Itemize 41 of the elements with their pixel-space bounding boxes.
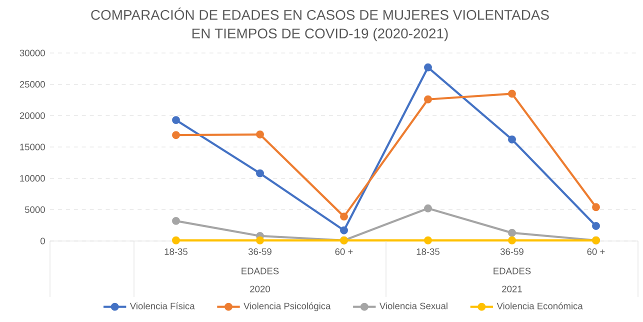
point <box>508 236 516 244</box>
y-tick-label: 10000 <box>20 175 45 182</box>
text: EDADES <box>494 268 531 274</box>
text: 2021 <box>502 286 522 292</box>
x-tick-label: 60 + <box>335 248 353 255</box>
point <box>424 204 432 212</box>
legend-label: Violencia Económica <box>496 302 583 310</box>
point <box>592 222 600 230</box>
x-tick-label: 36-59 <box>248 248 272 255</box>
legend-label: Violencia Psicológica <box>244 302 331 312</box>
text: 2020 <box>250 286 270 292</box>
y-tick-label: 25000 <box>20 81 45 88</box>
point <box>172 131 180 140</box>
point <box>340 226 348 234</box>
y-tick-label: 5000 <box>24 206 45 213</box>
point <box>340 212 348 221</box>
x-tick-label: 36-59 <box>500 248 524 255</box>
point <box>508 135 516 144</box>
point <box>508 90 516 98</box>
y-tick-label: 0 <box>40 238 45 244</box>
point <box>256 236 264 244</box>
y-tick-label: 30000 <box>20 50 45 56</box>
legend-label: Violencia Sexual <box>380 302 448 310</box>
point <box>508 228 516 237</box>
x-tick-label: 18-35 <box>416 248 440 255</box>
text: EDADES <box>242 268 279 274</box>
point <box>424 236 432 244</box>
y-tick-label: 20000 <box>20 112 45 119</box>
point <box>172 236 180 244</box>
chart-title: COMPARACIÓN DE EDADES EN CASOS DE MUJERES VIOLENTADAS EN TIEMPOS DE COVID-19 (2020-2021) <box>91 8 549 42</box>
point <box>256 130 264 138</box>
point <box>424 95 432 104</box>
legend-label: Violencia Física <box>130 302 195 310</box>
x-tick-label: 60 + <box>587 248 605 255</box>
point <box>424 63 432 72</box>
point <box>172 216 180 225</box>
point <box>256 169 264 178</box>
x-tick-label: 18-35 <box>164 248 188 255</box>
point <box>172 116 180 124</box>
y-tick-label: 15000 <box>20 144 45 150</box>
point <box>592 203 600 212</box>
